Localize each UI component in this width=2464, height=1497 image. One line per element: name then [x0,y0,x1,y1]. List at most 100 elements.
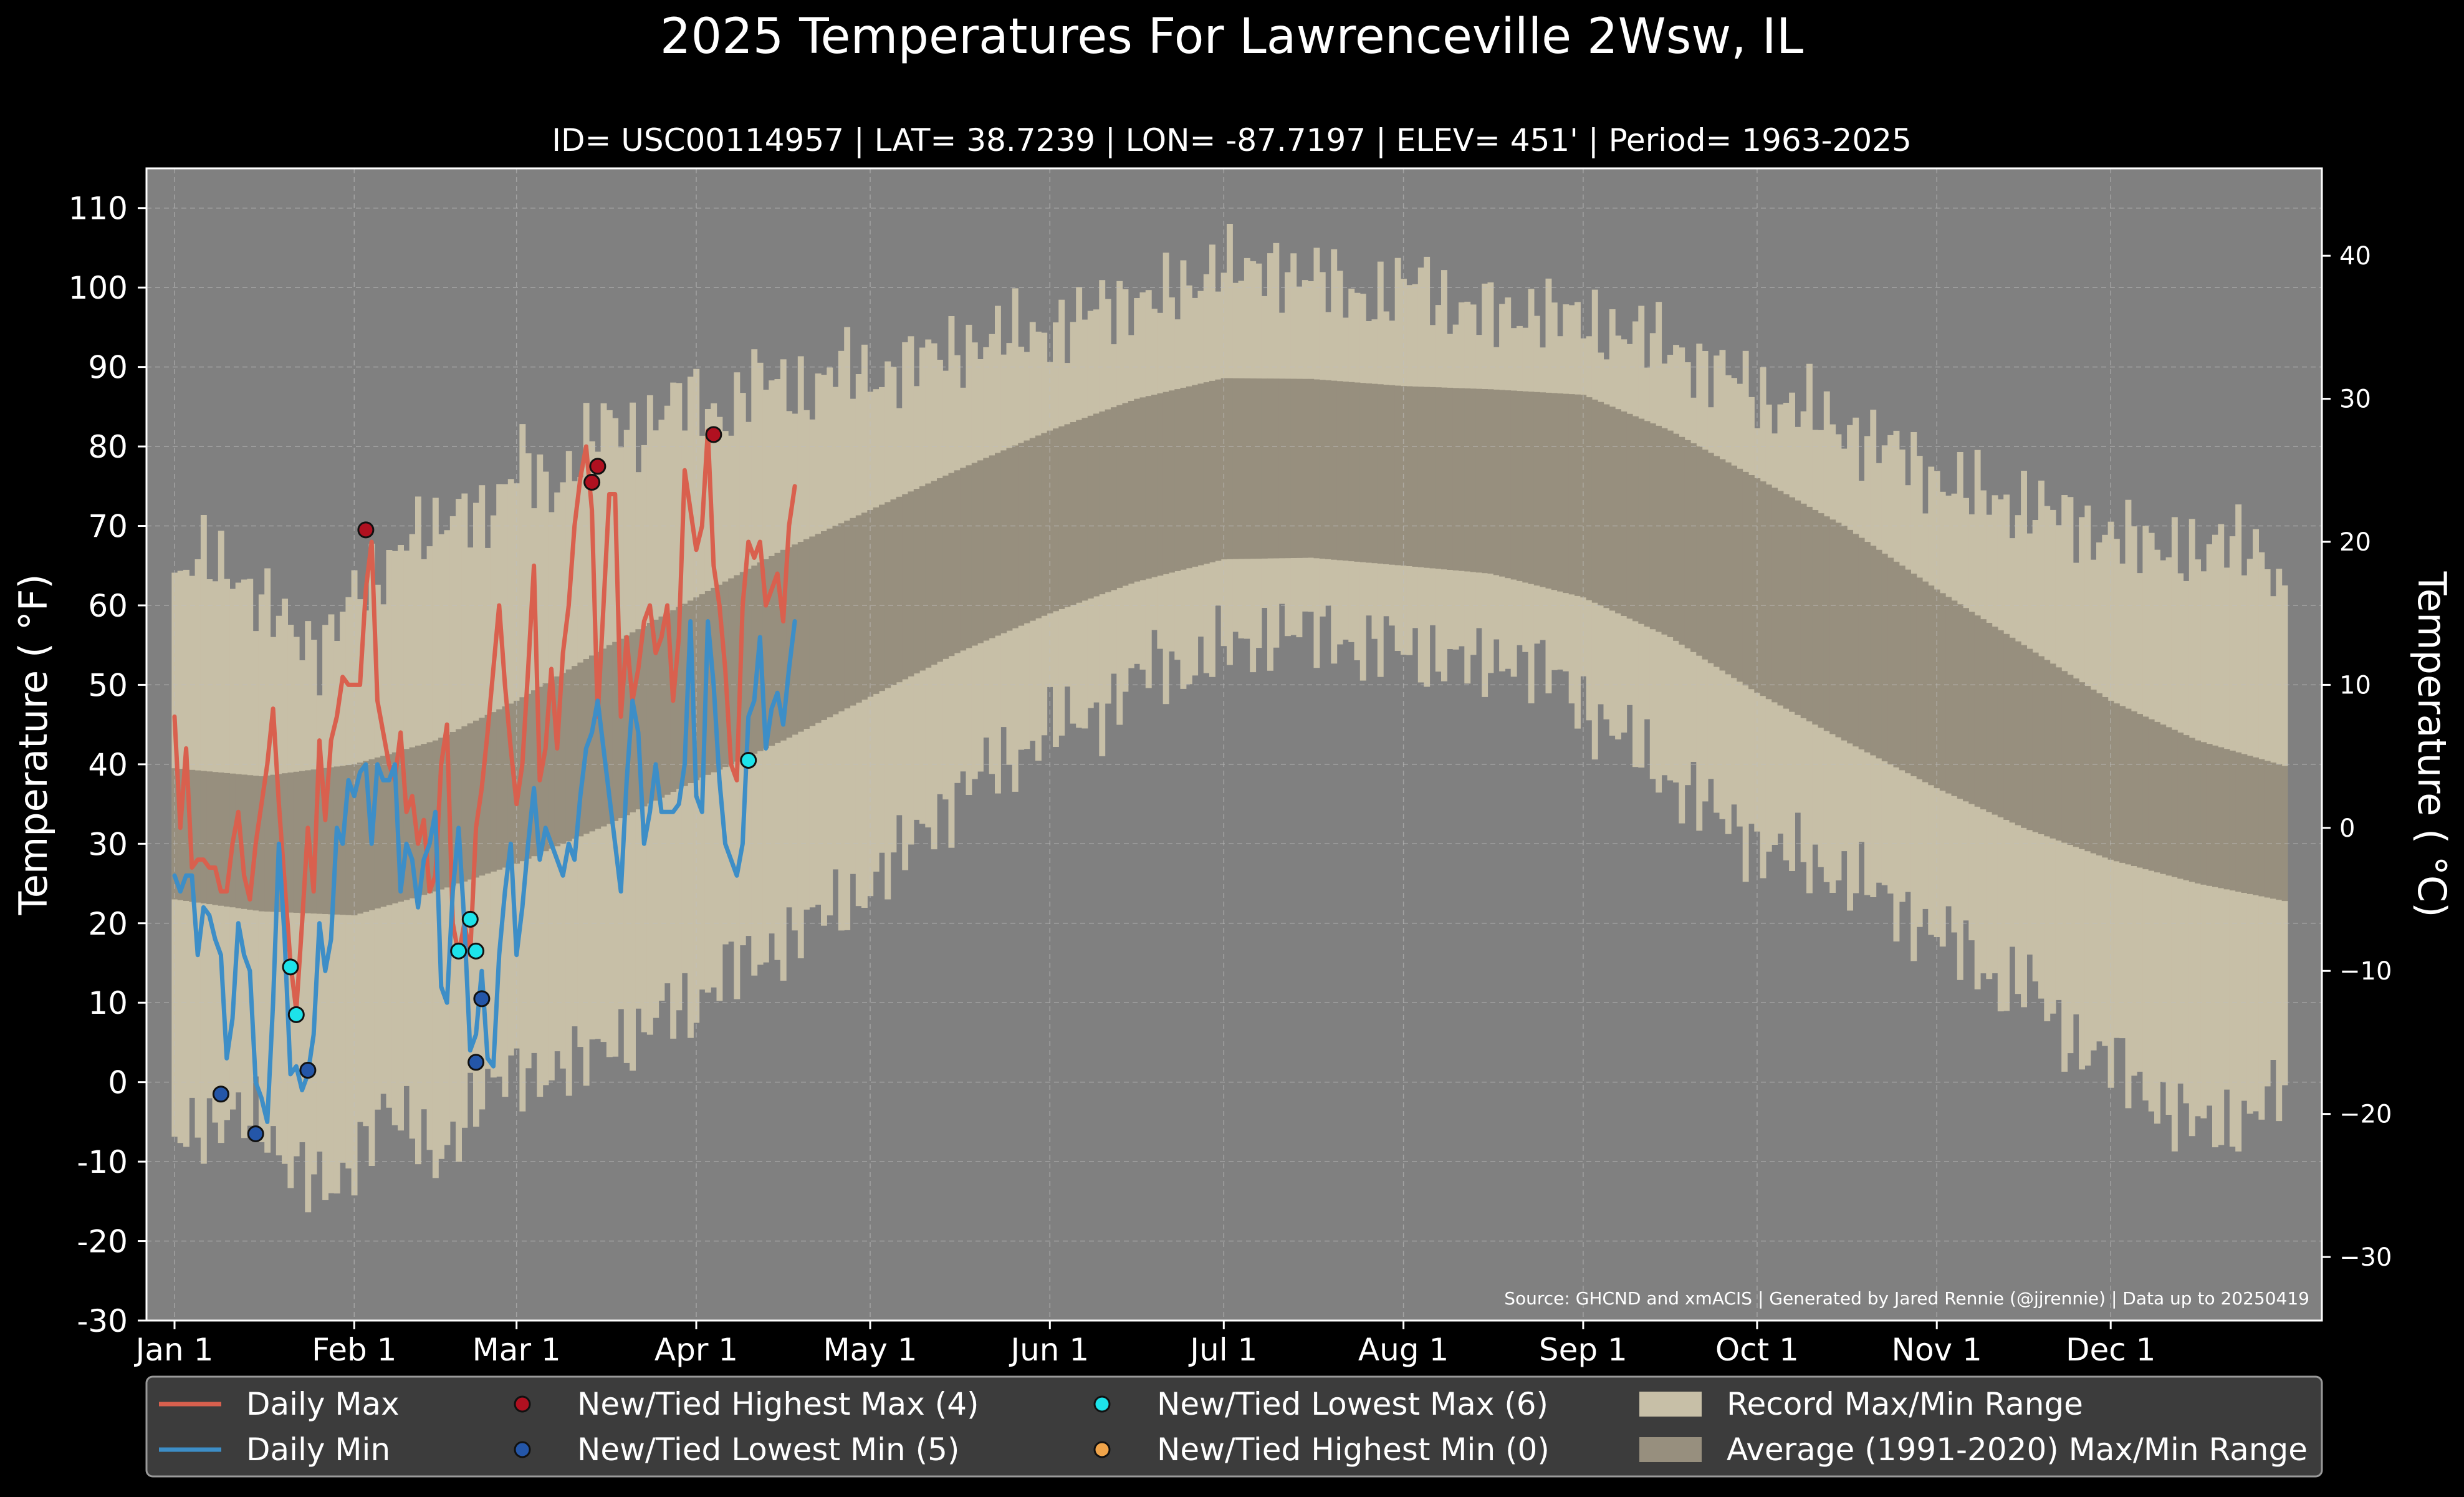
average-range-bar [1968,612,1975,804]
average-range-bar [449,732,456,886]
average-range-bar [1858,537,1865,749]
average-range-bar [734,575,741,762]
average-range-bar [1777,491,1784,706]
average-range-bar [1783,494,1790,709]
average-range-bar [902,494,909,680]
average-range-bar [1070,422,1076,605]
legend-label: New/Tied Highest Min (0) [1157,1432,1550,1468]
average-range-bar [664,613,671,795]
legend-label: New/Tied Lowest Max (6) [1157,1386,1548,1422]
average-range-bar [1041,433,1048,616]
average-range-bar [797,542,804,732]
average-range-bar [2090,690,2097,854]
average-range-bar [1255,378,1262,559]
average-range-bar [1087,415,1094,599]
average-range-bar [1510,390,1517,580]
average-range-bar [1632,416,1639,622]
legend-label: Daily Min [246,1432,390,1468]
average-range-bar [1771,488,1778,703]
average-range-bar [328,767,335,915]
average-range-bar [1076,420,1083,603]
average-range-bar [1591,399,1598,603]
y-tick-label: 100 [69,270,128,306]
average-range-bar [1945,597,1952,794]
average-range-bar [832,526,839,715]
average-range-bar [1261,378,1268,559]
lowest-min-marker [299,1062,317,1079]
average-range-bar [623,635,630,816]
legend-patch-swatch [1639,1392,1702,1417]
average-range-bar [658,616,665,798]
average-range-bar [1673,433,1679,641]
average-range-bar [1308,378,1315,558]
average-range-bar [2183,735,2190,880]
average-range-bar [1905,569,1911,774]
lowest-max-marker [287,1006,305,1023]
average-range-bar [1493,389,1500,575]
average-range-bar [1331,380,1338,560]
average-range-bar [1731,465,1737,678]
y2-tick-label: −20 [2339,1100,2392,1129]
average-range-bar [409,747,416,898]
average-range-bar [1452,388,1459,570]
average-range-bar [496,709,503,870]
average-range-bar [2113,703,2120,862]
lowest-min-marker [467,1054,485,1071]
average-range-bar [1429,387,1436,569]
average-range-bar [2003,633,2010,820]
average-range-bar [1957,604,1963,799]
average-range-bar [1522,391,1529,583]
average-range-bar [1742,471,1749,686]
highest-max-marker [705,426,722,443]
average-range-bar [2264,761,2271,898]
average-range-bar [1244,378,1250,559]
average-range-bar [896,496,903,683]
average-range-bar [2067,675,2074,845]
average-range-bar [2200,742,2207,885]
average-range-bar [1841,526,1848,741]
average-range-bar [2258,759,2265,897]
average-range-bar [1128,401,1134,584]
average-range-bar [635,629,642,810]
average-range-bar [989,455,995,638]
average-range-bar [1435,387,1442,569]
average-range-bar [1447,387,1454,570]
average-range-bar [1963,608,1969,802]
average-range-bar [1417,387,1424,567]
average-range-bar [1012,445,1019,628]
legend-dot-swatch [514,1441,531,1458]
average-range-bar [1162,392,1169,574]
average-range-bar [646,623,653,804]
average-range-bar [1482,389,1488,574]
average-range-bar [490,712,497,872]
average-range-bar [977,460,984,643]
y-tick-label: 80 [88,429,128,465]
average-range-bar [2044,660,2051,837]
lowest-max-marker [450,942,467,960]
y-tick-label: 40 [88,747,128,783]
average-range-bar [1285,378,1291,559]
average-range-bar [1707,453,1714,663]
average-range-bar [1893,561,1900,768]
average-range-bar [282,773,288,913]
lowest-max-marker [461,910,479,928]
average-range-bar [2160,724,2167,874]
average-range-bar [444,734,451,888]
average-range-bar [1528,392,1535,584]
average-range-bar [983,458,990,641]
chart-title: 2025 Temperatures For Lawrenceville 2Wsw… [660,9,1804,65]
y-tick-label: 70 [88,509,128,545]
average-range-bar [519,697,526,862]
average-range-bar [461,726,468,882]
x-tick-label: Aug 1 [1358,1332,1449,1368]
average-range-bar [1586,397,1593,600]
average-range-bar [676,607,683,789]
lowest-min-marker [473,990,491,1008]
average-range-bar [792,544,798,735]
average-range-bar [681,604,688,786]
average-range-bar [1093,413,1100,597]
average-range-bar [1459,388,1465,571]
x-tick-label: Nov 1 [1892,1332,1982,1368]
average-range-bar [502,706,509,868]
average-range-bar [565,669,572,842]
